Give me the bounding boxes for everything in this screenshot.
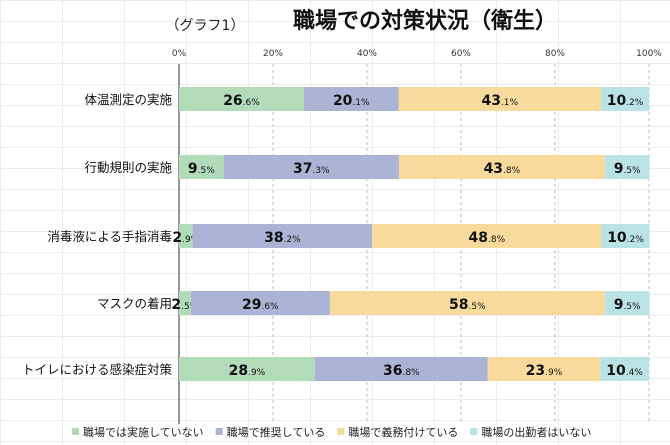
data-label: 48.8%	[469, 230, 506, 246]
legend-label: 職場で推奨している	[227, 425, 326, 439]
data-label: 10.2%	[607, 93, 644, 109]
legend-swatch	[215, 428, 223, 435]
data-label: 36.8%	[383, 363, 420, 379]
x-tick-label: 60%	[451, 49, 471, 59]
bar-segment	[192, 224, 373, 248]
data-label: 10.4%	[606, 363, 643, 379]
x-tick-label: 80%	[545, 49, 565, 59]
x-tick-label: 20%	[263, 49, 283, 59]
category-label: マスクの着用	[97, 296, 172, 311]
bar-segment	[179, 87, 305, 111]
legend-swatch	[470, 428, 478, 435]
bar-segment	[604, 291, 650, 315]
data-label: 58.5%	[449, 297, 486, 313]
x-tick-label: 0%	[172, 49, 187, 59]
legend-label: 職場では実施していない	[83, 425, 204, 439]
data-label: 43.8%	[484, 161, 521, 177]
data-label: 20.1%	[333, 93, 370, 109]
bar-segment	[179, 357, 315, 381]
bar-segment	[304, 87, 399, 111]
chart-title: 職場での対策状況（衛生）	[293, 8, 557, 34]
bar-segment	[190, 291, 330, 315]
bar-segment	[314, 357, 488, 381]
bar-segment	[601, 87, 649, 111]
data-label: 28.9%	[229, 363, 266, 379]
data-label: 10.2%	[607, 230, 644, 246]
legend-swatch	[337, 428, 345, 435]
bar-segment	[329, 291, 605, 315]
data-label: 23.9%	[526, 363, 563, 379]
category-label: 消毒液による手指消毒	[47, 229, 172, 244]
bar-segment	[487, 357, 601, 381]
bar-segment	[223, 155, 399, 179]
bar-segment	[179, 224, 193, 248]
legend-label: 職場で義務付けている	[348, 425, 458, 439]
x-tick-label: 100%	[636, 49, 662, 59]
data-label: 9.5%	[614, 161, 641, 177]
bar-segment	[398, 87, 602, 111]
data-label: 9.5%	[188, 161, 215, 177]
x-tick-label: 40%	[357, 49, 377, 59]
bar-segment	[179, 155, 224, 179]
category-label: トイレにおける感染症対策	[22, 362, 173, 377]
data-label: 9.5%	[614, 297, 641, 313]
data-label: 29.6%	[242, 297, 279, 313]
bar-segment	[179, 291, 191, 315]
bar-segment	[398, 155, 605, 179]
data-label: 2.9%	[172, 230, 199, 246]
data-label: 2.5%	[171, 297, 198, 313]
category-label: 行動規則の実施	[84, 160, 172, 175]
data-label: 26.6%	[223, 93, 260, 109]
bar-segment	[601, 224, 650, 248]
chart-subtitle: （グラフ1）	[166, 18, 245, 34]
bar-segment	[600, 357, 649, 381]
legend-label: 職場の出勤者はいない	[481, 425, 591, 439]
data-label: 38.2%	[264, 230, 301, 246]
category-label: 体温測定の実施	[84, 92, 172, 107]
data-label: 37.3%	[293, 161, 330, 177]
bar-segment	[604, 155, 650, 179]
legend-swatch	[72, 428, 79, 435]
data-label: 43.1%	[481, 93, 518, 109]
bar-segment	[372, 224, 602, 248]
